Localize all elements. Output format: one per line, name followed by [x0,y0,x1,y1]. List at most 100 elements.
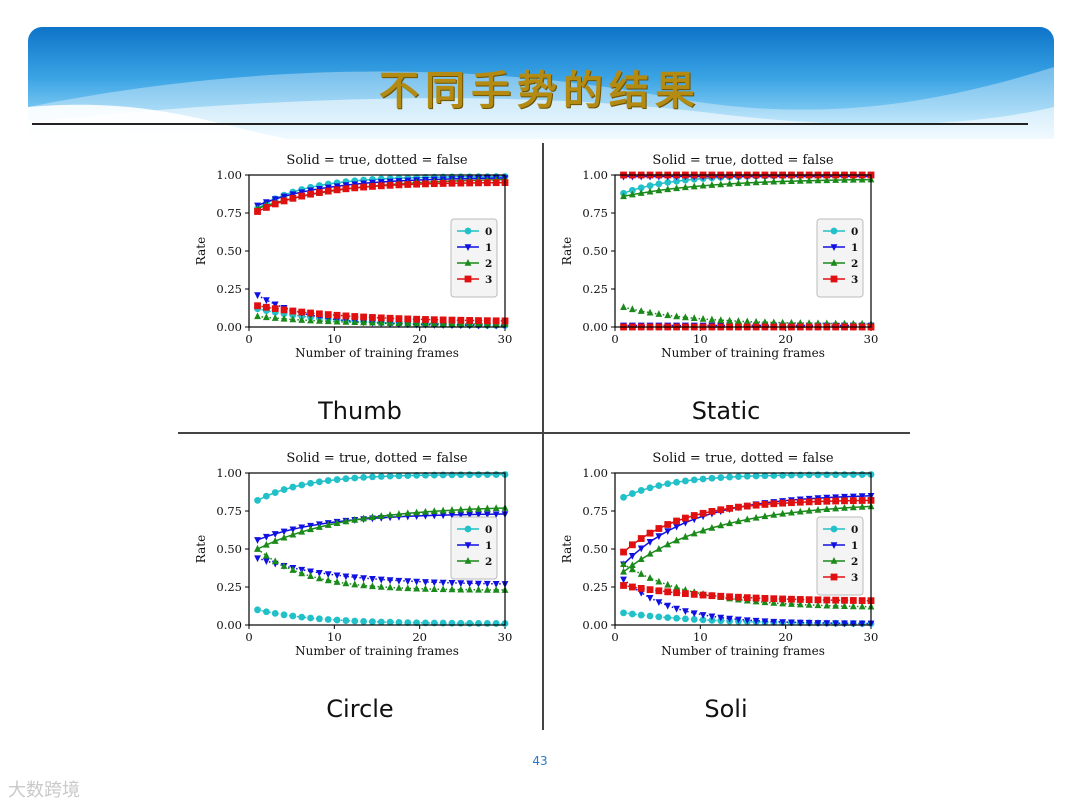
data-point [699,181,707,189]
legend-label: 2 [485,258,492,270]
data-point [466,580,474,588]
data-point [761,318,769,326]
title-banner [28,27,1054,139]
data-point [673,523,680,531]
data-point [708,523,716,531]
data-point [316,523,323,530]
data-point [475,317,482,324]
data-point [628,561,636,569]
data-point [717,180,725,188]
banner-waves [28,67,1054,139]
data-point [457,511,465,519]
data-point [708,592,716,600]
data-point [858,175,866,183]
y-tick-label: 0.25 [216,282,242,296]
data-point [413,180,421,188]
data-point [655,525,663,532]
legend-marker [830,542,838,549]
data-point [324,311,332,318]
data-point [254,302,261,310]
legend-marker [830,227,838,235]
legend-marker [830,259,838,266]
data-point [752,513,760,521]
data-point [726,504,733,512]
data-point [849,497,857,505]
y-tick-label: 0.00 [582,618,608,632]
data-point [369,582,376,590]
data-point [457,585,465,593]
legend-box [816,516,864,596]
legend-label: 2 [485,556,492,568]
data-point [483,317,491,325]
data-point [743,515,751,523]
data-point [646,595,654,602]
data-point [298,481,306,489]
data-point [413,319,421,327]
data-point [735,317,742,324]
data-point [413,508,421,516]
data-point [307,309,314,317]
data-point [743,502,751,510]
x-tick-label: 10 [327,332,342,346]
data-point [708,613,716,621]
data-point [814,596,822,604]
x-tick-label: 10 [693,332,708,346]
data-point [699,314,707,322]
data-point [761,512,769,520]
watermark: 大数跨境 [8,780,80,801]
data-point [413,315,421,323]
legend: 0 1 2 3 [816,516,864,596]
data-point [262,608,270,616]
data-point [492,504,500,512]
data-point [342,617,350,624]
data-point [655,482,663,490]
data-point [377,618,385,626]
data-point [492,471,500,478]
data-point [395,577,403,585]
title-rule [32,123,1028,125]
data-point [457,179,465,187]
data-point [717,474,725,481]
data-point [735,517,742,525]
y-tick-label: 0.00 [582,320,608,334]
data-point [752,472,760,480]
data-point [475,585,482,593]
data-point [690,314,698,322]
data-point [280,486,288,493]
data-point [430,507,438,515]
data-point [280,533,288,541]
data-point [735,593,742,601]
data-point [483,580,491,588]
data-point [673,583,680,591]
data-point [717,614,725,622]
data-point [858,620,866,628]
data-point [752,617,760,625]
data-point [699,526,707,534]
data-point [439,512,447,520]
data-point [788,619,795,627]
data-point [483,179,491,187]
data-point [708,507,716,515]
data-point [708,474,716,482]
data-point [262,540,270,548]
data-point [770,598,778,606]
x-tick-label: 30 [864,630,879,644]
data-point [796,619,804,627]
data-point [682,615,689,623]
data-point [620,303,627,311]
data-point [422,180,429,188]
data-point [690,590,698,598]
data-point [377,314,385,322]
data-point [655,544,663,552]
data-point [316,316,323,324]
data-point [637,611,645,619]
data-point [395,315,403,323]
data-point [430,316,438,324]
data-point [717,521,725,529]
data-point [316,569,323,577]
data-point [708,181,716,188]
data-point [492,179,500,187]
data-point [324,576,332,584]
data-point [752,594,760,602]
data-point [307,190,314,198]
